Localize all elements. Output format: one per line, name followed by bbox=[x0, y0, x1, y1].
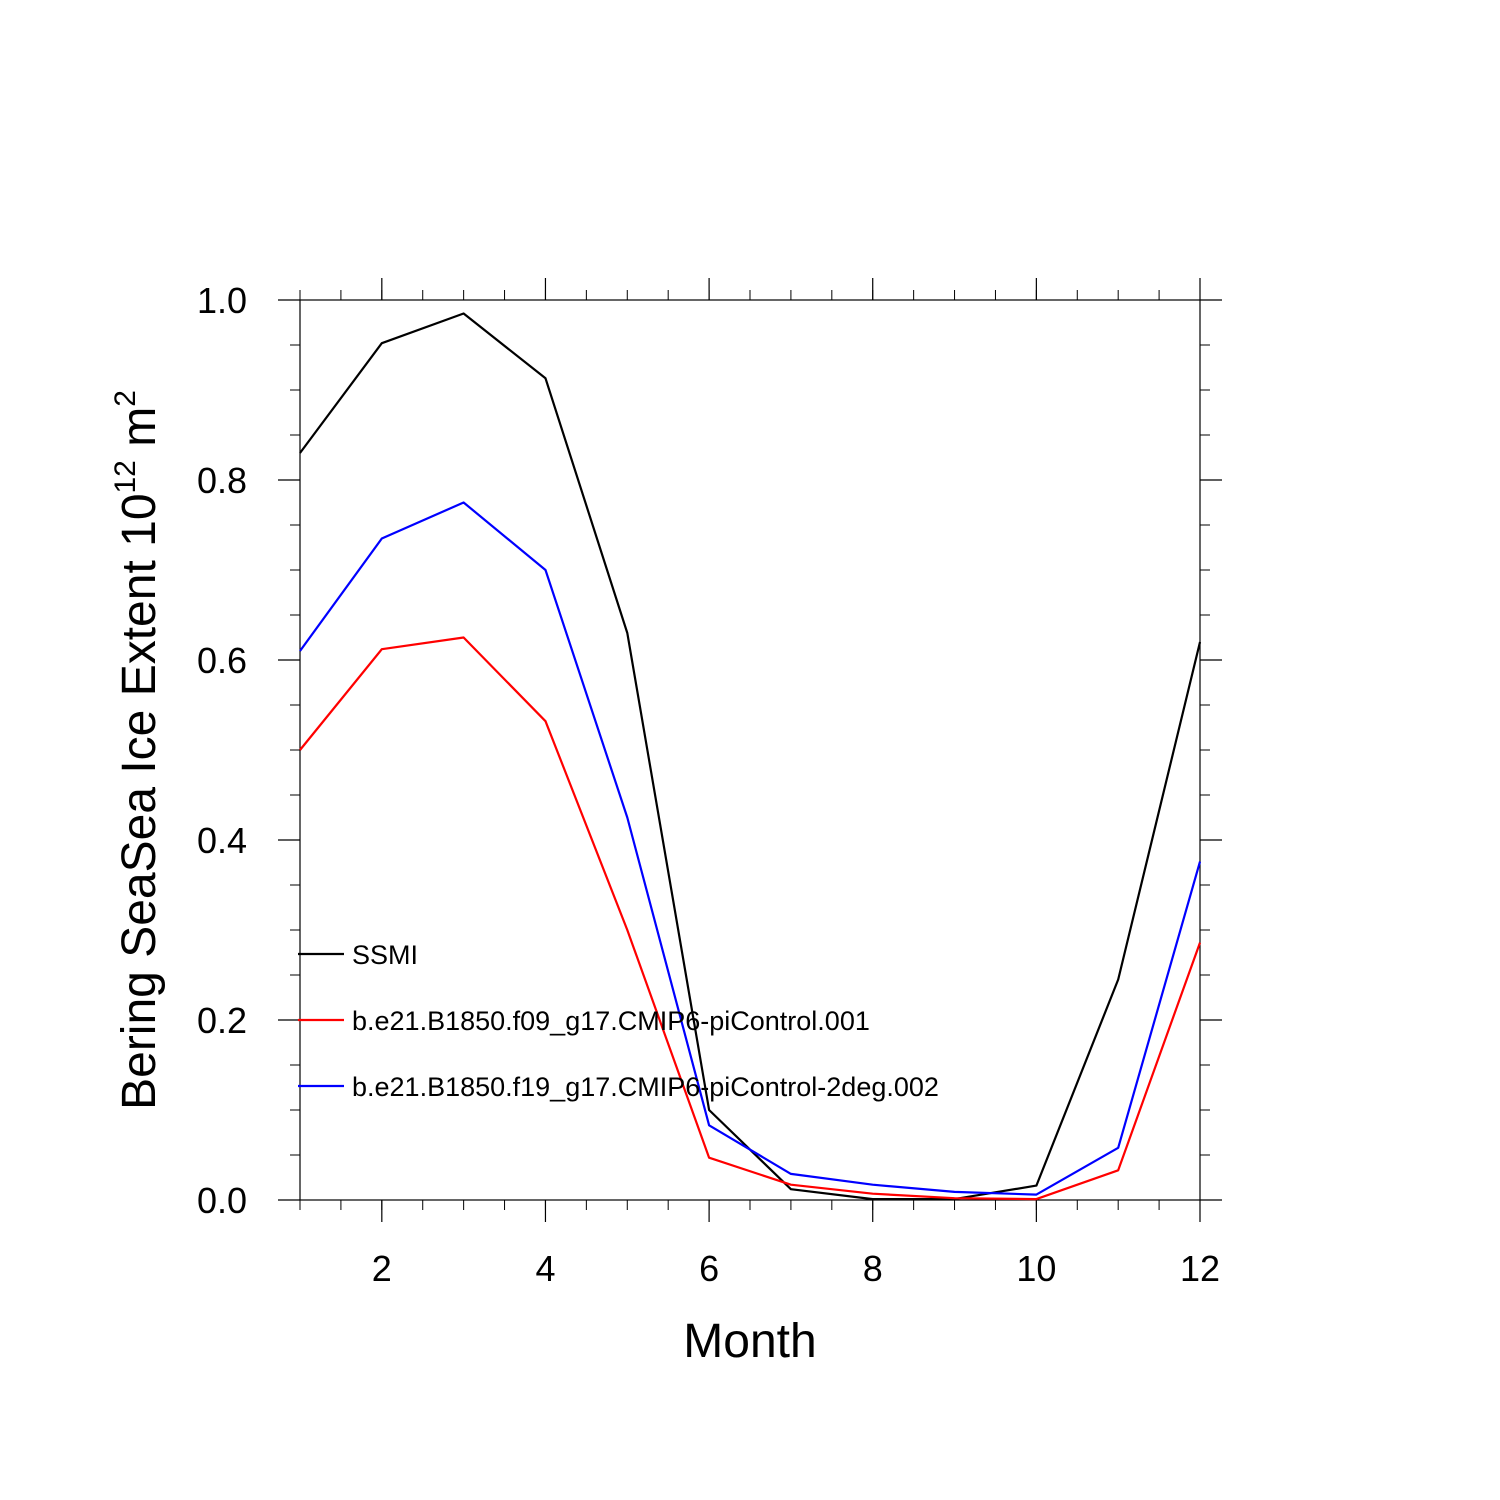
legend-label-2: b.e21.B1850.f19_g17.CMIP6-piControl-2deg… bbox=[352, 1072, 939, 1102]
x-tick-label: 12 bbox=[1180, 1248, 1220, 1289]
y-tick-label: 0.0 bbox=[197, 1180, 247, 1221]
y-tick-label: 0.6 bbox=[197, 640, 247, 681]
x-tick-label: 6 bbox=[699, 1248, 719, 1289]
y-tick-label: 0.8 bbox=[197, 460, 247, 501]
legend-label-0: SSMI bbox=[352, 940, 418, 970]
x-axis-title: Month bbox=[683, 1315, 816, 1368]
y-axis-title: Bering SeaSea Ice Extent 1012 m2 bbox=[109, 390, 166, 1110]
series-line-1 bbox=[299, 636, 1202, 1201]
x-tick-label: 2 bbox=[372, 1248, 392, 1289]
y-tick-label: 0.2 bbox=[197, 1000, 247, 1041]
y-tick-label: 0.4 bbox=[197, 820, 247, 861]
y-axis-title-unit: m bbox=[113, 407, 166, 460]
y-axis-title-unit-exponent: 2 bbox=[109, 390, 142, 407]
y-tick-labels: 0.0 0.2 0.4 0.6 0.8 1.0 bbox=[197, 280, 247, 1221]
y-axis-title-main: Bering SeaSea Ice Extent 10 bbox=[113, 493, 166, 1109]
y-tick-label: 1.0 bbox=[197, 280, 247, 321]
legend-label-1: b.e21.B1850.f09_g17.CMIP6-piControl.001 bbox=[352, 1006, 870, 1036]
legend: SSMI b.e21.B1850.f09_g17.CMIP6-piControl.… bbox=[298, 940, 939, 1102]
plot-frame bbox=[299, 299, 1201, 1201]
x-tick-label: 8 bbox=[863, 1248, 883, 1289]
x-tick-label: 10 bbox=[1016, 1248, 1056, 1289]
series-line-0 bbox=[299, 312, 1202, 1201]
series-lines bbox=[299, 312, 1202, 1201]
y-axis-title-exponent: 12 bbox=[109, 460, 142, 493]
series-line-2 bbox=[299, 501, 1202, 1196]
major-ticks bbox=[278, 278, 1222, 1222]
x-tick-label: 4 bbox=[535, 1248, 555, 1289]
x-tick-labels: 2 4 6 8 10 12 bbox=[372, 1248, 1220, 1289]
